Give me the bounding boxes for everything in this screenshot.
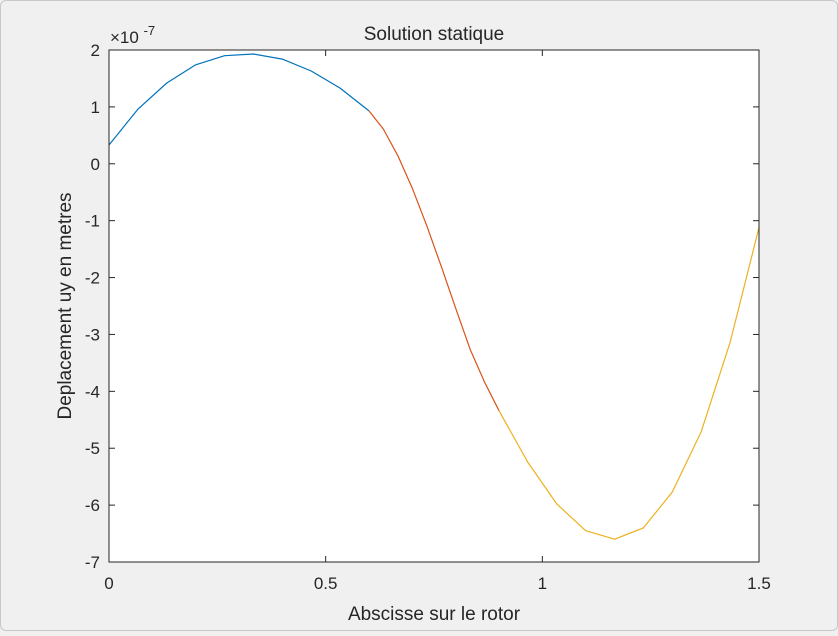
x-tick-label: 1 — [538, 574, 547, 593]
axes-layer: 0 0.5 1 1.5 -7 -6 -5 -4 -3 -2 -1 0 1 2 — [85, 41, 771, 593]
y-tick-label: -3 — [85, 325, 100, 344]
plot-area — [109, 50, 759, 562]
y-tick-label: -4 — [85, 382, 100, 401]
y-tick-label: -1 — [85, 212, 100, 231]
y-tick-label: 2 — [91, 41, 100, 60]
y-tick-label: -7 — [85, 553, 100, 572]
axes-box — [108, 49, 760, 563]
chart-title: Solution statique — [364, 24, 505, 45]
y-tick-label: -2 — [85, 269, 100, 288]
y-axis-exponent: ×10 -7 — [110, 23, 155, 47]
series-line-3 — [498, 227, 760, 540]
x-tick-label: 1.5 — [747, 574, 771, 593]
y-tick-label: 1 — [91, 98, 100, 117]
y-tick-label: -6 — [85, 496, 100, 515]
y-axis-label: Deplacement uy en metres — [55, 192, 76, 419]
y-tick-label: -5 — [85, 439, 100, 458]
series-line-2 — [368, 110, 500, 411]
x-axis-label: Abscisse sur le rotor — [348, 604, 521, 625]
exponent-base: ×10 — [110, 28, 139, 47]
x-tick-label: 0 — [104, 574, 113, 593]
series-layer — [108, 53, 760, 540]
y-tick-label: 0 — [91, 155, 100, 174]
x-tick-label: 0.5 — [314, 574, 338, 593]
series-line-1 — [108, 53, 370, 146]
exponent-power: -7 — [144, 23, 156, 38]
